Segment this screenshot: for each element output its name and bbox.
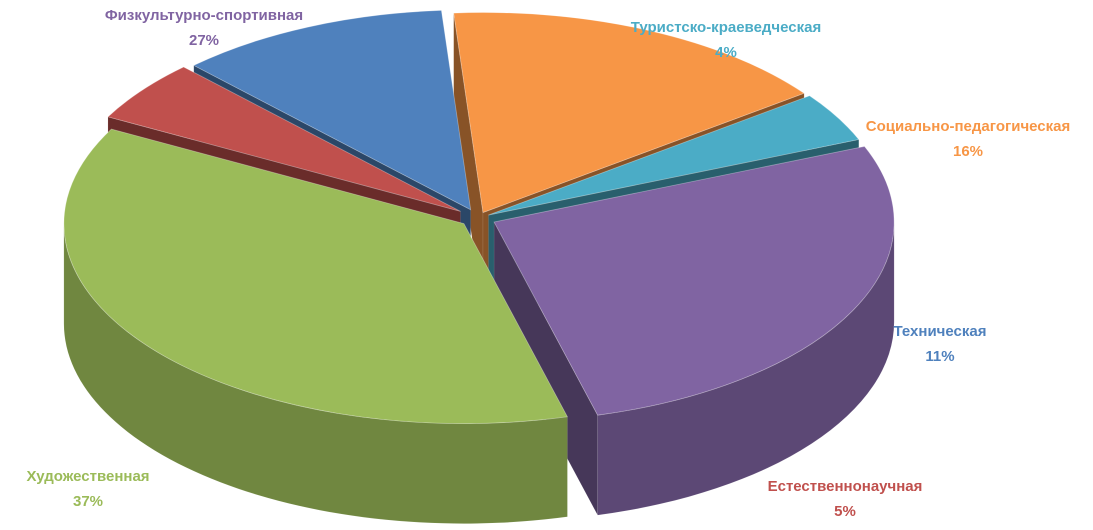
data-label-name-0: Художественная <box>26 468 149 485</box>
data-label-name-4: Туристско-краеведческая <box>631 19 821 36</box>
data-label-name-1: Естественнонаучная <box>768 478 923 495</box>
data-label-percent-1: 5% <box>834 503 856 520</box>
slice-1 <box>107 66 461 212</box>
data-label-percent-0: 37% <box>73 493 103 510</box>
data-label-percent-4: 4% <box>715 44 737 61</box>
pie-tops <box>63 9 895 424</box>
data-label-name-3: Социально-педагогическая <box>866 118 1071 135</box>
data-label-name-5: Физкультурно-спортивная <box>105 7 303 24</box>
slice-5 <box>493 145 895 416</box>
pie-labels: Художественная 37% Естественнонаучная 5% Тех… <box>26 7 1070 520</box>
data-label-percent-3: 16% <box>953 143 983 160</box>
data-label-name-2: Техническая <box>894 323 987 340</box>
data-label-percent-5: 27% <box>189 32 219 49</box>
slice-0 <box>63 128 569 424</box>
slice-2 <box>192 9 472 211</box>
slice-3 <box>453 12 805 214</box>
data-label-percent-2: 11% <box>925 348 954 365</box>
slice-4 <box>488 95 860 216</box>
